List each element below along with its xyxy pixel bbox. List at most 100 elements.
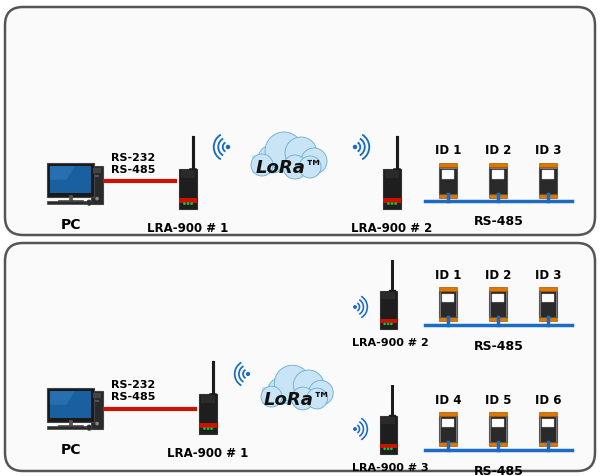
Bar xyxy=(381,417,395,425)
FancyBboxPatch shape xyxy=(5,244,595,471)
Bar xyxy=(47,388,94,422)
Circle shape xyxy=(285,138,317,169)
Bar xyxy=(179,199,197,203)
Bar xyxy=(539,317,557,321)
Bar xyxy=(380,319,397,323)
Circle shape xyxy=(390,448,392,450)
Bar xyxy=(542,171,554,179)
Bar xyxy=(383,169,401,209)
Circle shape xyxy=(183,203,186,206)
Bar xyxy=(442,295,454,303)
Circle shape xyxy=(301,149,327,175)
Text: ID 4: ID 4 xyxy=(435,393,461,406)
Text: LRA-900 # 2: LRA-900 # 2 xyxy=(352,337,428,347)
Bar xyxy=(542,419,554,427)
Circle shape xyxy=(307,388,328,409)
Bar xyxy=(93,393,101,398)
Bar xyxy=(489,416,507,442)
Bar xyxy=(385,171,399,178)
Bar xyxy=(380,291,397,329)
Circle shape xyxy=(95,422,99,426)
Bar xyxy=(439,416,457,442)
Bar xyxy=(199,423,217,428)
Bar xyxy=(492,419,504,427)
Text: LoRa™: LoRa™ xyxy=(264,390,332,408)
Text: ID 3: ID 3 xyxy=(535,268,561,281)
Bar xyxy=(47,426,87,429)
Text: LoRa™: LoRa™ xyxy=(256,159,324,177)
Bar xyxy=(380,416,397,454)
Bar xyxy=(58,426,83,428)
Circle shape xyxy=(95,198,99,201)
Bar xyxy=(439,168,457,195)
Circle shape xyxy=(353,427,357,431)
Circle shape xyxy=(190,203,193,206)
Bar xyxy=(541,293,556,317)
Bar xyxy=(492,295,504,303)
Bar xyxy=(439,412,457,416)
Bar xyxy=(539,412,557,416)
Bar xyxy=(439,163,457,168)
Circle shape xyxy=(390,323,392,326)
Text: LRA-900 # 3: LRA-900 # 3 xyxy=(352,462,428,472)
Bar xyxy=(58,201,83,204)
Bar xyxy=(539,195,557,199)
Bar xyxy=(440,417,455,441)
Bar xyxy=(442,171,454,179)
Bar xyxy=(490,169,506,194)
Bar xyxy=(539,416,557,442)
Circle shape xyxy=(86,200,92,206)
Bar xyxy=(50,391,91,418)
Circle shape xyxy=(268,378,295,404)
Bar xyxy=(539,291,557,317)
Bar xyxy=(489,412,507,416)
Bar xyxy=(95,400,100,402)
Circle shape xyxy=(394,203,397,206)
Bar xyxy=(179,169,197,209)
Text: ID 2: ID 2 xyxy=(485,143,511,156)
Bar xyxy=(50,167,91,194)
Circle shape xyxy=(258,146,286,174)
Bar xyxy=(492,171,504,179)
Bar xyxy=(489,317,507,321)
Bar xyxy=(199,394,217,434)
Bar xyxy=(442,419,454,427)
Text: ID 5: ID 5 xyxy=(485,393,511,406)
Bar xyxy=(541,417,556,441)
FancyBboxPatch shape xyxy=(5,8,595,236)
Text: RS-485: RS-485 xyxy=(473,464,523,476)
Bar xyxy=(381,293,395,299)
Circle shape xyxy=(206,427,209,430)
Bar xyxy=(488,168,508,195)
Polygon shape xyxy=(50,167,74,180)
Text: ID 6: ID 6 xyxy=(535,393,561,406)
Circle shape xyxy=(299,157,321,178)
Bar xyxy=(491,293,505,317)
Bar xyxy=(439,317,457,321)
Bar xyxy=(489,291,507,317)
Circle shape xyxy=(246,372,250,377)
Circle shape xyxy=(283,156,307,179)
Bar xyxy=(439,442,457,446)
Text: RS-485: RS-485 xyxy=(473,215,523,228)
Bar xyxy=(93,169,101,174)
Text: LRA-900 # 2: LRA-900 # 2 xyxy=(352,221,433,235)
Text: RS-232: RS-232 xyxy=(111,379,155,389)
Text: ID 1: ID 1 xyxy=(435,268,461,281)
Bar xyxy=(47,163,94,198)
Bar xyxy=(252,156,317,174)
Bar xyxy=(542,295,554,303)
Bar xyxy=(488,163,508,168)
Circle shape xyxy=(251,155,273,177)
Bar xyxy=(439,195,457,199)
Bar xyxy=(181,171,195,178)
Text: ID 2: ID 2 xyxy=(485,268,511,281)
Circle shape xyxy=(387,203,390,206)
Circle shape xyxy=(387,323,389,326)
Circle shape xyxy=(293,370,324,401)
Circle shape xyxy=(353,306,357,309)
Text: PC: PC xyxy=(61,442,81,456)
Bar xyxy=(541,169,556,194)
Bar xyxy=(539,287,557,291)
Bar xyxy=(488,195,508,199)
